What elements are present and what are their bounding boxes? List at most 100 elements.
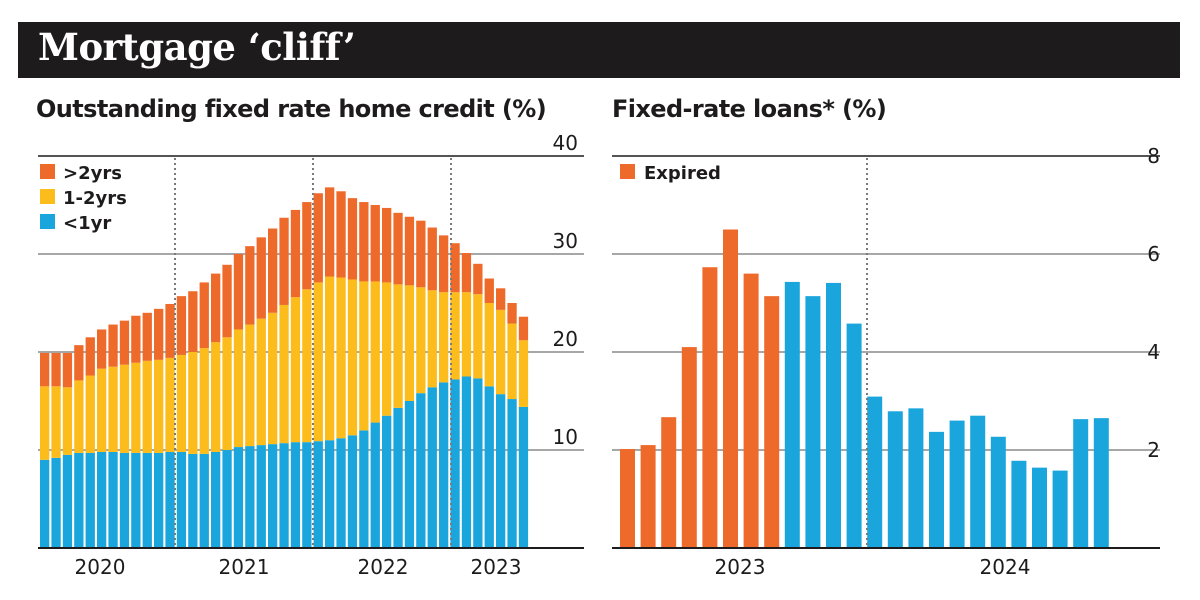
bar-segment-over-2yrs: [154, 308, 164, 360]
bar-segment-over-2yrs: [484, 278, 494, 303]
bar-segment-under-1yr: [51, 457, 61, 548]
bar-expired: [640, 445, 656, 548]
y-tick-label: 10: [553, 425, 578, 449]
bar-expired: [702, 267, 718, 548]
stacked-bar-chart: 10 20 30 40 2020 2021 2022 2023 >2yrs 1-2yrs <1yr: [38, 131, 584, 579]
bar-segment-under-1yr: [461, 376, 472, 548]
bar-segment-one-to-2yrs: [336, 277, 346, 439]
bar-segment-under-1yr: [393, 407, 403, 548]
bar-segment-over-2yrs: [325, 187, 335, 277]
bar-segment-over-2yrs: [347, 198, 358, 280]
x-tick-label: 2020: [75, 555, 126, 579]
bar-segment-over-2yrs: [85, 337, 95, 376]
bar-fixed-rate: [949, 420, 965, 548]
bar-segment-under-1yr: [188, 453, 198, 548]
bar-segment-under-1yr: [211, 451, 221, 548]
legend-swatch: [620, 164, 635, 179]
bar-segment-one-to-2yrs: [85, 375, 95, 453]
bar-segment-over-2yrs: [473, 263, 483, 295]
title-banner: Mortgage ‘cliff’: [18, 22, 1180, 78]
bar-segment-over-2yrs: [142, 312, 152, 361]
bar-segment-over-2yrs: [131, 315, 141, 363]
bar-segment-under-1yr: [245, 446, 255, 548]
bar-segment-under-1yr: [302, 442, 312, 548]
bar-segment-one-to-2yrs: [473, 294, 483, 379]
bar-segment-over-2yrs: [302, 202, 312, 290]
bar-fixed-rate: [826, 282, 841, 548]
bar-fixed-rate: [1073, 419, 1089, 548]
bar-segment-under-1yr: [518, 406, 529, 548]
bar-segment-over-2yrs: [393, 212, 403, 285]
bar-fixed-rate: [929, 431, 944, 548]
bar-segment-one-to-2yrs: [97, 368, 107, 452]
bar-segment-one-to-2yrs: [290, 297, 301, 443]
bar-segment-one-to-2yrs: [40, 386, 50, 460]
bar-segment-under-1yr: [427, 387, 437, 548]
bar-fixed-rate: [908, 408, 924, 548]
bar-expired: [723, 229, 738, 548]
bar-segment-one-to-2yrs: [393, 284, 403, 408]
bar-fixed-rate: [1011, 460, 1027, 548]
bar-segment-over-2yrs: [439, 235, 449, 293]
bar-segment-one-to-2yrs: [427, 290, 437, 388]
bar-segment-over-2yrs: [427, 227, 437, 291]
bar-segment-one-to-2yrs: [439, 292, 449, 383]
bar-segment-under-1yr: [450, 379, 460, 548]
bar-segment-one-to-2yrs: [222, 337, 232, 450]
right-chart-title: Fixed-rate loans* (%): [612, 95, 887, 123]
bar-segment-under-1yr: [370, 422, 380, 548]
bar-segment-over-2yrs: [233, 254, 244, 330]
bar-segment-over-2yrs: [268, 228, 278, 313]
bar-segment-one-to-2yrs: [484, 303, 494, 387]
bar-fixed-rate: [1093, 418, 1109, 548]
bar-segment-one-to-2yrs: [142, 360, 152, 453]
y-tick-label: 2: [1147, 438, 1160, 462]
bar-fixed-rate: [990, 436, 1006, 548]
bar-expired: [764, 296, 780, 548]
y-tick-label: 4: [1147, 340, 1160, 364]
bar-segment-one-to-2yrs: [233, 329, 244, 448]
bar-segment-under-1yr: [507, 399, 517, 548]
bar-segment-one-to-2yrs: [450, 292, 460, 380]
bar-segment-over-2yrs: [416, 220, 426, 288]
bar-segment-under-1yr: [290, 442, 301, 548]
bar-segment-over-2yrs: [256, 237, 266, 319]
bar-segment-under-1yr: [484, 386, 494, 548]
bar-segment-over-2yrs: [507, 303, 517, 324]
bar-expired: [620, 449, 635, 548]
bar-segment-under-1yr: [74, 452, 84, 548]
bar-segment-under-1yr: [85, 452, 95, 548]
bar-segment-one-to-2yrs: [51, 386, 61, 458]
bar-segment-under-1yr: [40, 459, 50, 548]
bar-segment-under-1yr: [165, 451, 175, 548]
x-tick-label: 2023: [471, 555, 522, 579]
bar-segment-over-2yrs: [336, 191, 346, 278]
legend-swatch: [40, 214, 55, 229]
bar-segment-under-1yr: [439, 382, 449, 548]
bar-segment-over-2yrs: [62, 352, 73, 388]
bar-segment-over-2yrs: [188, 291, 198, 352]
bar-segment-under-1yr: [496, 394, 506, 548]
bar-segment-under-1yr: [268, 444, 278, 548]
bar-expired: [681, 347, 697, 548]
bar-segment-one-to-2yrs: [211, 342, 221, 452]
bar-segment-one-to-2yrs: [359, 281, 369, 431]
bar-expired: [661, 417, 677, 548]
bar-segment-under-1yr: [336, 438, 346, 548]
bar-segment-over-2yrs: [165, 303, 175, 358]
y-tick-label: 8: [1147, 144, 1160, 168]
bar-segment-over-2yrs: [199, 282, 209, 349]
bar-segment-one-to-2yrs: [302, 289, 312, 443]
bar-segment-under-1yr: [256, 445, 266, 548]
left-chart-title: Outstanding fixed rate home credit (%): [36, 95, 547, 123]
bar-segment-under-1yr: [119, 452, 130, 548]
bar-segment-under-1yr: [473, 378, 483, 548]
bar-segment-over-2yrs: [496, 288, 506, 310]
bar-fixed-rate: [846, 323, 862, 548]
bar-fixed-rate: [1052, 470, 1068, 548]
bar-segment-over-2yrs: [211, 273, 221, 343]
bar-segment-one-to-2yrs: [188, 352, 198, 454]
x-tick-label: 2022: [358, 555, 409, 579]
y-tick-label: 20: [553, 327, 578, 351]
bar-segment-one-to-2yrs: [496, 309, 506, 395]
